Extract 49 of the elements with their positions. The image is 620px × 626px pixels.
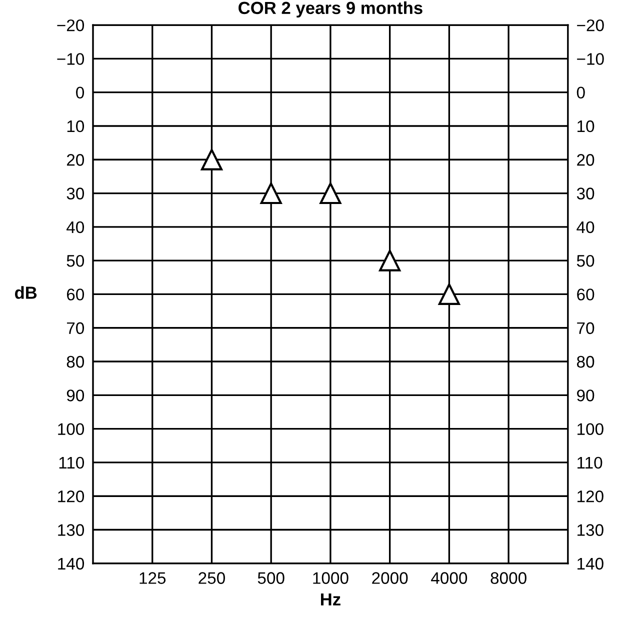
- y-tick-label: 140: [58, 558, 84, 570]
- x-tick-label: 2000: [372, 572, 408, 584]
- y-tick-label: 60: [66, 288, 84, 300]
- y2-tick-label: 130: [578, 524, 604, 536]
- point: [379, 250, 401, 272]
- y-tick-label: 130: [58, 524, 84, 536]
- x-tick-label: 4000: [431, 572, 468, 584]
- y2-tick-label: −10: [577, 53, 604, 65]
- point: [260, 182, 282, 204]
- y-tick-label: 100: [58, 423, 84, 436]
- chart-title: COR 2 years 9 months: [238, 1, 422, 18]
- y-tick-label: 30: [66, 188, 84, 200]
- x-tick-label: 500: [258, 572, 284, 584]
- y2-tick-label: 140: [578, 558, 604, 570]
- y-tick-label: 80: [66, 356, 84, 368]
- y-tick-label: 110: [59, 456, 84, 469]
- point: [438, 283, 460, 305]
- x-tick-label: 1000: [313, 572, 348, 584]
- y2-tick-label: 40: [576, 221, 594, 234]
- x-tick-label: 125: [140, 572, 166, 584]
- y-tick-label: −10: [57, 53, 84, 65]
- y2-tick-label: 70: [577, 322, 594, 334]
- y-tick-label: 0: [76, 86, 84, 99]
- y-tick-label: 70: [66, 322, 84, 334]
- y2-tick-label: −20: [577, 19, 604, 32]
- y2-tick-label: 90: [577, 390, 594, 402]
- y2-tick-label: 50: [576, 254, 594, 267]
- y2-tick-label: 30: [576, 188, 594, 200]
- y-axis-title: dB: [14, 286, 37, 299]
- x-axis-title: Hz: [321, 593, 340, 606]
- y-tick-label: 50: [66, 254, 84, 267]
- y2-tick-label: 60: [577, 288, 594, 300]
- y-tick-label: −20: [57, 19, 84, 32]
- y2-tick-label: 80: [576, 356, 594, 368]
- y2-tick-label: 120: [578, 490, 604, 502]
- point: [320, 182, 342, 204]
- y-tick-label: 90: [66, 390, 84, 402]
- y2-tick-label: 10: [578, 120, 594, 132]
- y-tick-label: 10: [67, 120, 84, 132]
- y-tick-label: 120: [58, 490, 84, 502]
- x-tick-label: 250: [198, 572, 225, 584]
- y2-tick-label: 20: [577, 154, 594, 166]
- x-tick-label: 8000: [490, 572, 526, 584]
- y-tick-label: 20: [66, 154, 84, 166]
- point: [200, 148, 222, 170]
- y2-tick-label: 0: [576, 86, 585, 99]
- y2-tick-label: 100: [578, 423, 604, 436]
- y-tick-label: 40: [66, 221, 84, 234]
- y2-tick-label: 110: [578, 456, 602, 469]
